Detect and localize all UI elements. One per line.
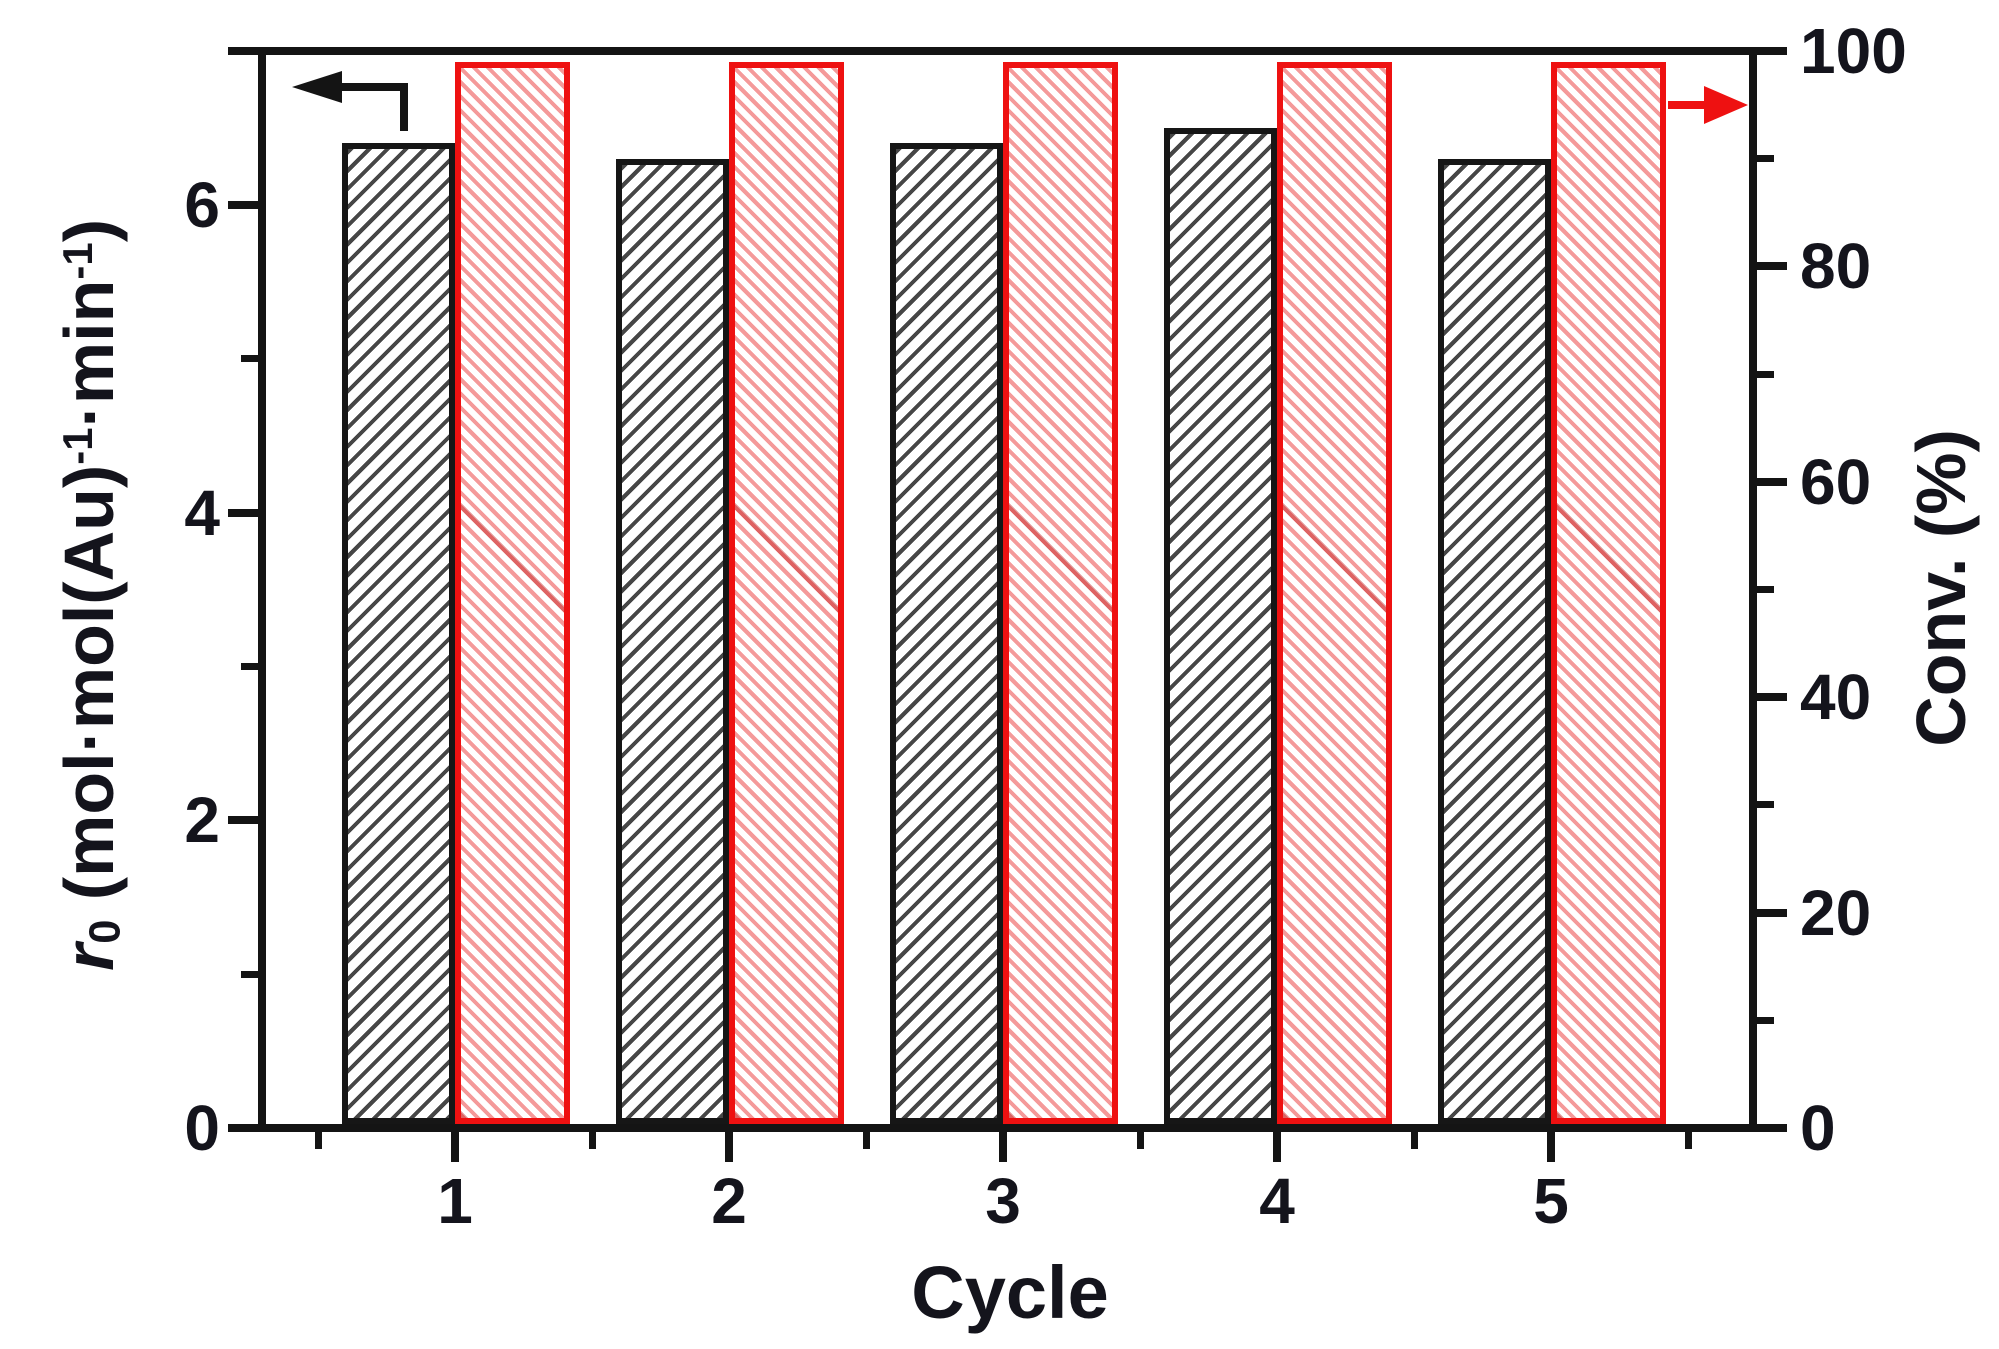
left-axis-title: r0 (mol·mol(Au)-1·min-1) — [38, 145, 130, 1045]
left-axis-tick-label-2: 2 — [184, 784, 220, 857]
left-axis-minor-tick-5 — [241, 355, 258, 363]
left-axis-arrow-head-icon — [292, 71, 342, 103]
bar-conv-cycle-1 — [455, 61, 570, 1124]
left-axis-arrow-shaft — [336, 83, 408, 91]
right-axis-minor-tick-90 — [1757, 155, 1774, 163]
x-axis-minor-tick-1.5 — [588, 1132, 596, 1149]
right-axis-minor-tick-70 — [1757, 370, 1774, 378]
left-axis-major-tick-6 — [228, 200, 258, 209]
right-axis-tick-label-60: 60 — [1800, 445, 1872, 518]
right-axis-major-tick-0 — [1757, 1124, 1787, 1132]
left-axis-top-tick — [228, 47, 258, 55]
left-axis-minor-tick-3 — [241, 662, 258, 670]
right-axis-tick-label-100: 100 — [1800, 15, 1907, 87]
left-axis-arrow-elbow — [400, 83, 408, 131]
right-axis-major-tick-60 — [1757, 477, 1787, 486]
left-axis-major-tick-0 — [228, 1124, 258, 1132]
x-axis-tick-label-2: 2 — [711, 1165, 747, 1237]
bar-r0-cycle-1 — [342, 143, 455, 1124]
plot-area-frame — [258, 47, 1757, 1132]
x-axis-tick-label-5: 5 — [1533, 1165, 1569, 1237]
x-axis-tick-label-4: 4 — [1259, 1165, 1295, 1237]
left-axis-title-units-1: (mol·mol(Au) — [50, 464, 128, 920]
x-axis-minor-tick-5.5 — [1684, 1132, 1692, 1149]
x-axis-major-tick-4 — [1273, 1132, 1281, 1162]
bar-conv-cycle-4 — [1277, 61, 1392, 1124]
bar-r0-cycle-3 — [890, 143, 1003, 1124]
right-axis-minor-tick-30 — [1757, 801, 1774, 809]
bar-r0-cycle-5 — [1438, 158, 1551, 1124]
left-axis-major-tick-4 — [228, 508, 258, 517]
left-axis-tick-label-6: 6 — [184, 168, 220, 241]
bar-conv-cycle-5 — [1551, 61, 1666, 1124]
right-axis-tick-label-20: 20 — [1800, 876, 1872, 949]
right-axis-major-tick-20 — [1757, 908, 1787, 917]
right-axis-tick-label-80: 80 — [1800, 230, 1872, 303]
left-axis-title-units-3: ) — [50, 218, 128, 243]
x-axis-title: Cycle — [911, 1251, 1109, 1334]
right-axis-major-tick-40 — [1757, 693, 1787, 702]
left-axis-title-subscript: 0 — [81, 919, 130, 944]
x-axis-minor-tick-0.5 — [314, 1132, 322, 1149]
left-axis-major-tick-2 — [228, 816, 258, 825]
left-axis-title-symbol: r — [50, 943, 128, 972]
right-axis-tick-label-40: 40 — [1800, 661, 1872, 734]
right-axis-minor-tick-10 — [1757, 1016, 1774, 1024]
x-axis-minor-tick-4.5 — [1410, 1132, 1418, 1149]
right-axis-minor-tick-50 — [1757, 586, 1774, 593]
left-axis-minor-tick-1 — [241, 970, 258, 978]
x-axis-tick-label-1: 1 — [437, 1165, 473, 1237]
right-axis-arrow-shaft — [1668, 101, 1710, 109]
right-axis-major-tick-100 — [1757, 47, 1787, 55]
bar-r0-cycle-2 — [616, 158, 729, 1124]
right-axis-major-tick-80 — [1757, 262, 1787, 271]
x-axis-major-tick-1 — [451, 1132, 459, 1162]
bar-conv-cycle-2 — [729, 61, 844, 1124]
left-axis-title-units-2: ·min — [50, 279, 128, 428]
bar-conv-cycle-3 — [1003, 61, 1118, 1124]
x-axis-minor-tick-3.5 — [1136, 1132, 1144, 1149]
x-axis-major-tick-3 — [999, 1132, 1007, 1162]
x-axis-major-tick-5 — [1547, 1132, 1555, 1162]
x-axis-major-tick-2 — [725, 1132, 733, 1162]
x-axis-tick-label-3: 3 — [985, 1165, 1021, 1237]
bar-r0-cycle-4 — [1164, 127, 1277, 1124]
x-axis-minor-tick-2.5 — [862, 1132, 870, 1149]
left-axis-title-exp-2: -1 — [54, 242, 101, 280]
right-axis-title: Conv. (%) — [1902, 429, 1980, 747]
left-axis-tick-label-4: 4 — [184, 476, 220, 549]
left-axis-title-exp-1: -1 — [54, 427, 101, 465]
right-axis-arrow-head-icon — [1704, 86, 1748, 124]
left-axis-tick-label-0: 0 — [184, 1092, 220, 1164]
right-axis-tick-label-0: 0 — [1800, 1092, 1836, 1164]
